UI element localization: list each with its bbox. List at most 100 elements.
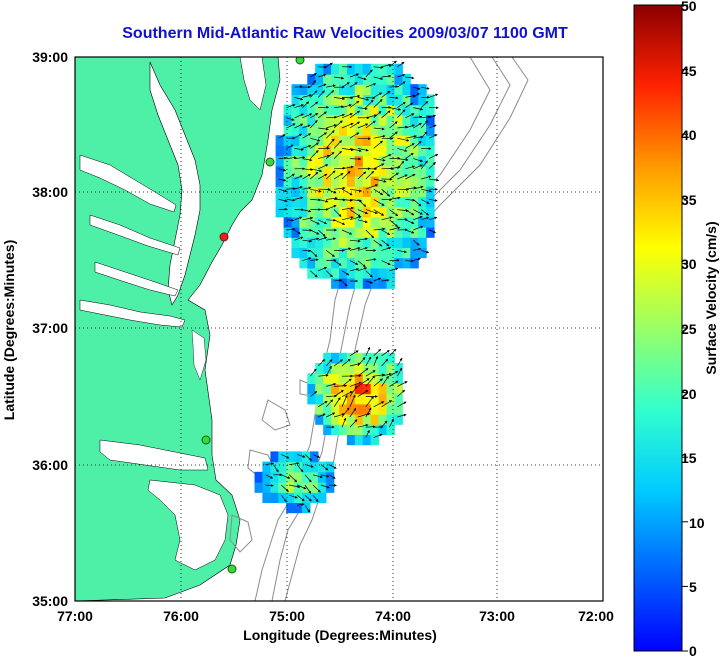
velocity-arrow bbox=[294, 175, 303, 180]
velocity-arrow bbox=[318, 173, 328, 180]
velocity-arrow bbox=[326, 205, 337, 210]
velocity-cell bbox=[325, 461, 335, 473]
velocity-cell bbox=[283, 125, 293, 136]
velocity-cell bbox=[362, 393, 372, 405]
velocity-cell bbox=[354, 393, 364, 405]
velocity-cell bbox=[394, 63, 403, 75]
velocity-cell bbox=[426, 104, 435, 116]
velocity-arrow bbox=[286, 227, 296, 231]
velocity-arrow bbox=[349, 350, 359, 357]
velocity-arrow bbox=[318, 83, 327, 88]
velocity-cell bbox=[426, 216, 435, 228]
velocity-arrow bbox=[405, 229, 415, 234]
velocity-cell bbox=[283, 206, 293, 218]
velocity-cell bbox=[283, 104, 293, 116]
velocity-cell bbox=[299, 104, 308, 116]
velocity-cell bbox=[370, 125, 380, 136]
velocity-cell bbox=[331, 247, 340, 259]
velocity-cell bbox=[426, 176, 435, 187]
velocity-arrow bbox=[288, 474, 298, 483]
velocity-cell bbox=[323, 135, 332, 146]
velocity-arrow bbox=[389, 172, 399, 180]
station-marker bbox=[295, 57, 305, 65]
velocity-arrow bbox=[357, 107, 368, 110]
velocity-cell bbox=[323, 403, 332, 415]
land-mass bbox=[75, 57, 281, 601]
velocity-arrow bbox=[428, 93, 439, 98]
velocity-cell bbox=[299, 165, 308, 177]
velocity-cell bbox=[362, 145, 372, 157]
velocity-cell bbox=[394, 84, 403, 95]
velocity-cell bbox=[386, 373, 395, 384]
velocity-cell bbox=[386, 216, 395, 228]
velocity-cell bbox=[317, 461, 327, 473]
velocity-arrow bbox=[328, 474, 336, 479]
velocity-cell bbox=[331, 216, 340, 228]
velocity-cell bbox=[362, 424, 372, 435]
velocity-arrow bbox=[428, 216, 438, 221]
velocity-cell bbox=[346, 434, 356, 446]
velocity-arrow bbox=[294, 148, 304, 151]
velocity-cell bbox=[354, 135, 364, 146]
station-marker bbox=[265, 157, 275, 167]
velocity-arrow bbox=[373, 127, 385, 131]
velocity-arrow bbox=[397, 102, 406, 108]
velocity-arrow bbox=[310, 229, 320, 235]
velocity-arrow bbox=[397, 250, 407, 254]
velocity-cell bbox=[354, 403, 364, 415]
x-tick-label: 75:00 bbox=[269, 608, 305, 624]
velocity-cell bbox=[278, 482, 287, 493]
velocity-cell bbox=[370, 155, 380, 167]
velocity-arrow bbox=[349, 419, 358, 428]
velocity-cell bbox=[307, 227, 316, 238]
velocity-arrow bbox=[286, 187, 296, 191]
velocity-arrow bbox=[405, 94, 416, 98]
velocity-arrow bbox=[357, 423, 369, 428]
velocity-cell bbox=[275, 206, 285, 218]
velocity-cell bbox=[307, 237, 316, 248]
velocity-cell bbox=[410, 227, 419, 238]
velocity-cell bbox=[299, 155, 308, 167]
velocity-cell bbox=[370, 373, 380, 384]
velocity-cell bbox=[315, 176, 324, 187]
velocity-cell bbox=[370, 227, 380, 238]
velocity-cell bbox=[402, 186, 411, 197]
velocity-arrow bbox=[365, 83, 377, 88]
velocity-arrow bbox=[318, 400, 328, 408]
velocity-cell bbox=[370, 257, 380, 269]
velocity-cell bbox=[346, 373, 356, 384]
velocity-cell bbox=[386, 267, 395, 279]
velocity-arrow bbox=[413, 209, 423, 215]
velocity-arrow bbox=[296, 484, 307, 490]
velocity-cell bbox=[331, 135, 340, 146]
velocity-arrow bbox=[381, 74, 392, 78]
velocity-cell bbox=[378, 363, 388, 374]
velocity-cell bbox=[410, 145, 419, 157]
plot-frame bbox=[74, 56, 604, 602]
colorbar-tick-label: 35 bbox=[681, 192, 697, 208]
velocity-cell bbox=[394, 393, 403, 405]
velocity-arrow bbox=[278, 188, 288, 193]
velocity-cell bbox=[331, 352, 340, 364]
velocity-arrow bbox=[349, 215, 362, 221]
velocity-cell bbox=[386, 114, 395, 126]
velocity-cell bbox=[370, 145, 380, 157]
velocity-arrow bbox=[304, 494, 312, 502]
velocity-cell bbox=[339, 155, 348, 167]
velocity-arrow bbox=[429, 199, 438, 202]
york-river bbox=[94, 261, 179, 297]
velocity-cell bbox=[307, 74, 316, 85]
velocity-arrow bbox=[405, 124, 415, 129]
velocity-cell bbox=[426, 206, 435, 218]
velocity-cell bbox=[410, 135, 419, 146]
velocity-arrow bbox=[294, 229, 301, 235]
velocity-cell bbox=[394, 74, 403, 85]
velocity-cell bbox=[310, 482, 319, 493]
velocity-cell bbox=[331, 373, 340, 384]
velocity-cell bbox=[323, 247, 332, 259]
velocity-cell bbox=[315, 257, 324, 269]
velocity-arrow bbox=[349, 239, 361, 243]
velocity-cell bbox=[315, 393, 324, 405]
velocity-arrow bbox=[349, 132, 360, 139]
velocity-cell bbox=[331, 393, 340, 405]
